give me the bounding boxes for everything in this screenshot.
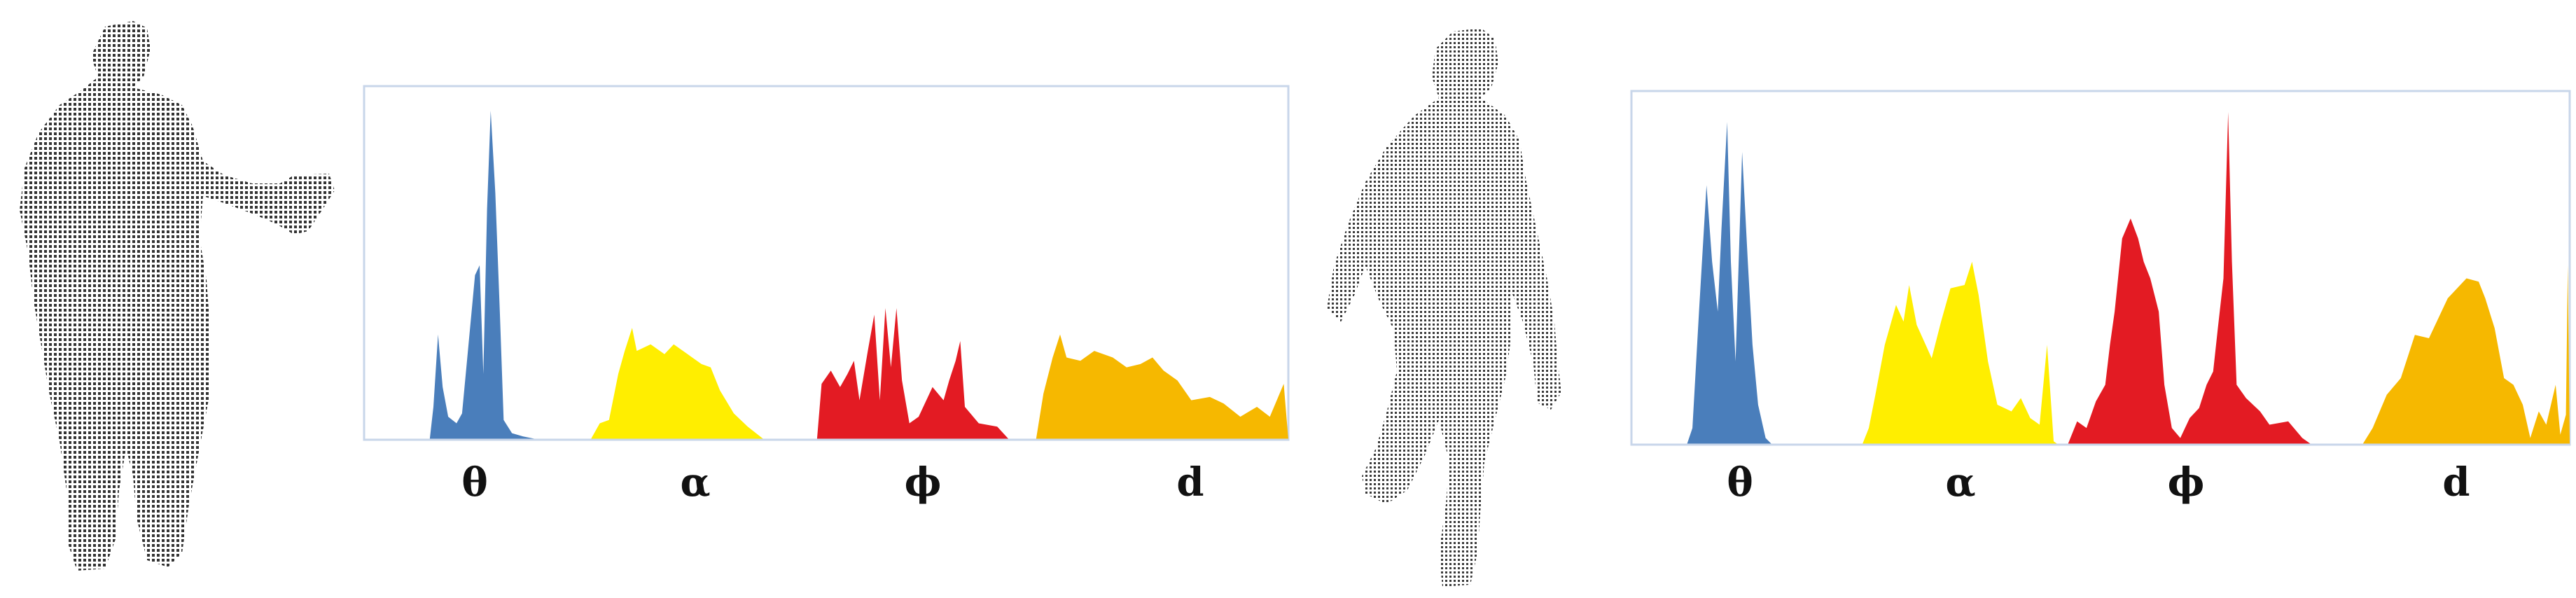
label-phi: ϕ (905, 459, 942, 506)
histogram-areas (1687, 112, 2570, 445)
label-d: d (2442, 459, 2470, 506)
label-theta: θ (1727, 459, 1753, 506)
area-d (2362, 265, 2570, 445)
area-phi (2068, 112, 2312, 445)
area-theta (1687, 122, 1772, 445)
histogram-areas (429, 111, 1288, 440)
label-d: d (1176, 459, 1204, 506)
right-figure-svg: θ α ϕ d (1327, 28, 2571, 587)
label-alpha: α (1945, 459, 1975, 506)
area-phi (816, 308, 1010, 440)
area-alpha (590, 328, 765, 440)
right-panel: θ α ϕ d (1302, 0, 2576, 598)
point-cloud-person-1 (20, 21, 335, 571)
left-figure-svg: θ α ϕ d (20, 21, 1290, 571)
label-alpha: α (680, 459, 710, 506)
left-panel: θ α ϕ d (20, 21, 1290, 571)
area-d (1036, 334, 1288, 440)
label-theta: θ (461, 459, 487, 506)
point-cloud-person-2 (1327, 28, 1561, 587)
area-alpha (1862, 261, 2059, 445)
area-theta (429, 111, 540, 440)
label-phi: ϕ (2168, 459, 2205, 506)
